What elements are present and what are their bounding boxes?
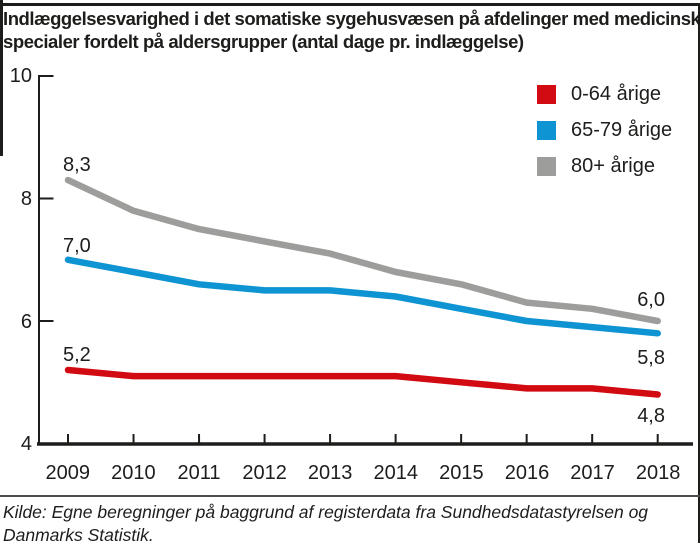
x-tick-label-2013: 2013 [307,462,353,484]
x-tick-label-2014: 2014 [373,462,419,484]
line-series-80+ årige [64,176,661,325]
legend: 0-64 årige 65-79 årige 80+ årige [537,83,673,193]
legend-item-80plus: 80+ årige [537,155,672,177]
data-label-80plus-2009: 8,3 [63,154,91,176]
chart-title-line-1: Indlæggelsesvarighed i det somatiske syg… [3,8,700,29]
legend-swatch-red [537,85,556,104]
y-tick-label-8: 8 [20,188,32,210]
legend-label-0-64: 0-64 årige [571,83,662,105]
chart-title-line-2: specialer fordelt på aldersgrupper (anta… [3,31,524,52]
data-label-65-79-2009: 7,0 [63,235,91,257]
legend-swatch-gray [537,157,556,176]
data-label-0-64-2009: 5,2 [63,344,91,366]
data-label-65-79-2018: 5,8 [637,347,665,369]
frame-border-left [0,0,3,156]
legend-label-80plus: 80+ årige [571,155,655,177]
frame-border-top [0,3,700,6]
data-label-80plus-2018: 6,0 [637,289,665,311]
line-series-0-64 årige [64,366,661,398]
legend-swatch-blue [537,121,556,140]
line-series-65-79 årige [64,256,661,337]
legend-item-65-79: 65-79 årige [537,119,673,141]
x-axis-labels: 2009 2010 2011 2012 2013 2014 2015 2016 … [35,461,691,485]
chart-title: Indlæggelsesvarighed i det somatiske syg… [3,7,700,53]
x-tick-label-2011: 2011 [177,462,221,484]
source-separator-line [0,494,700,497]
x-tick-label-2009: 2009 [45,462,91,484]
y-tick-label-6: 6 [20,311,32,333]
frame-border-right [697,3,700,543]
source-note: Kilde: Egne beregninger på baggrund af r… [3,501,693,543]
x-tick-label-2018: 2018 [635,462,681,484]
y-tick-label-10: 10 [9,65,32,87]
x-tick-label-2012: 2012 [242,462,287,484]
x-tick-label-2016: 2016 [504,462,550,484]
x-tick-label-2010: 2010 [111,462,156,484]
x-tick-label-2017: 2017 [570,462,615,484]
source-note-line-1: Kilde: Egne beregninger på baggrund af r… [3,502,649,522]
source-note-line-2: Danmarks Statistik. [3,525,154,543]
x-tick-label-2015: 2015 [439,462,484,484]
legend-label-65-79: 65-79 årige [571,119,673,141]
legend-item-0-64: 0-64 årige [537,83,672,105]
data-label-0-64-2018: 4,8 [637,405,665,427]
y-tick-label-4: 4 [20,433,32,455]
